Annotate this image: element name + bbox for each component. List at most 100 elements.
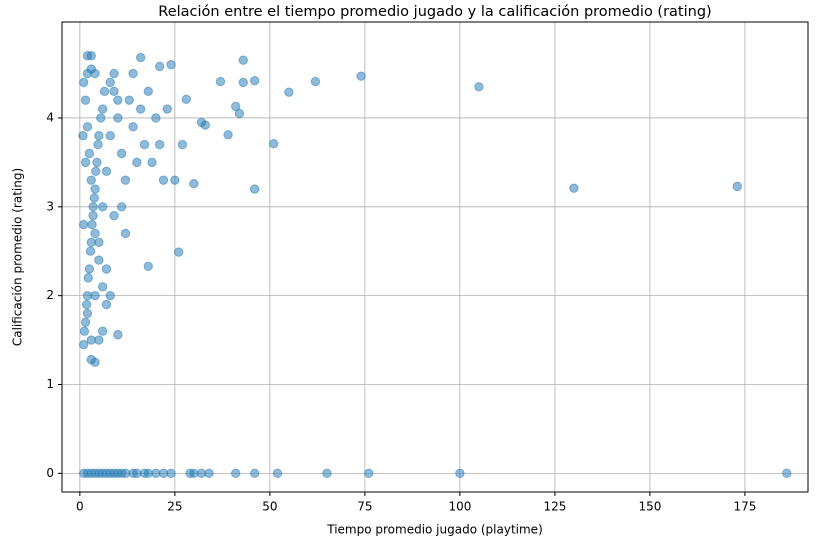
point (78, 219, 89, 230)
plot-frame (61, 21, 809, 493)
point (363, 468, 374, 479)
point (78, 131, 88, 141)
point (135, 104, 146, 114)
point (249, 468, 260, 479)
point (132, 157, 142, 168)
point (200, 120, 210, 130)
point (88, 202, 98, 212)
point (249, 75, 260, 86)
point (94, 255, 104, 265)
point (84, 148, 95, 159)
point (230, 468, 241, 479)
point (83, 273, 93, 283)
point (189, 179, 199, 189)
point (230, 101, 241, 112)
point (90, 184, 100, 194)
point (82, 68, 93, 79)
point (86, 335, 96, 345)
point (151, 113, 161, 123)
point (569, 183, 579, 193)
point (109, 68, 119, 79)
point (147, 157, 157, 168)
point (86, 175, 96, 185)
point (272, 468, 283, 479)
point (87, 219, 97, 230)
point (128, 68, 138, 79)
point (78, 339, 89, 350)
point (143, 261, 153, 272)
point (97, 104, 108, 114)
point (80, 95, 91, 105)
point (85, 246, 96, 256)
point (162, 104, 172, 114)
point (322, 468, 332, 479)
x-tick-label: 50 (262, 500, 277, 514)
point (105, 131, 115, 141)
point (86, 51, 96, 61)
point (139, 139, 150, 150)
point (120, 228, 131, 239)
point (82, 308, 93, 319)
point (113, 330, 123, 340)
point (90, 290, 100, 301)
point (139, 468, 150, 479)
point (116, 148, 127, 159)
point (284, 87, 294, 97)
point (455, 468, 465, 479)
point (80, 157, 91, 168)
point (101, 166, 112, 176)
point (78, 77, 89, 88)
y-tick-label: 3 (46, 199, 54, 213)
y-tick-label: 1 (46, 377, 54, 391)
point (166, 59, 176, 70)
point (173, 247, 184, 257)
point (97, 282, 108, 292)
y-tick-label: 4 (46, 110, 54, 124)
y-tick-label: 0 (46, 466, 54, 480)
point (82, 122, 93, 132)
point (96, 113, 106, 123)
chart-title: Relación entre el tiempo promedio jugado… (158, 4, 711, 20)
point (94, 131, 104, 141)
x-tick-label: 125 (543, 500, 566, 514)
point (79, 326, 90, 336)
point (99, 86, 110, 97)
point (356, 71, 366, 81)
point (105, 290, 115, 301)
point (90, 228, 100, 239)
x-tick-label: 150 (638, 500, 661, 514)
point (170, 175, 180, 185)
point (82, 299, 92, 310)
point (249, 184, 260, 194)
y-axis-label: Calificación promedio (rating) (11, 168, 25, 346)
point (177, 139, 188, 150)
x-axis-label: Tiempo promedio jugado (playtime) (326, 523, 543, 537)
point (92, 157, 102, 168)
point (97, 202, 108, 212)
point (310, 76, 321, 87)
point (84, 264, 95, 274)
point (268, 139, 279, 149)
point (189, 468, 199, 479)
point (97, 326, 108, 336)
point (782, 468, 792, 479)
point (109, 210, 119, 221)
point (80, 317, 91, 328)
point (93, 139, 103, 150)
point (215, 76, 226, 87)
point (120, 175, 131, 185)
point (116, 468, 127, 479)
x-tick-label: 175 (733, 500, 756, 514)
x-tick-label: 100 (448, 500, 471, 514)
point (105, 77, 115, 88)
point (89, 193, 100, 203)
point (86, 354, 96, 365)
point (143, 86, 153, 97)
point (181, 94, 191, 104)
x-tick-label: 25 (167, 500, 182, 514)
point (234, 108, 245, 119)
point (732, 181, 743, 192)
point (101, 299, 112, 310)
point (116, 202, 127, 212)
